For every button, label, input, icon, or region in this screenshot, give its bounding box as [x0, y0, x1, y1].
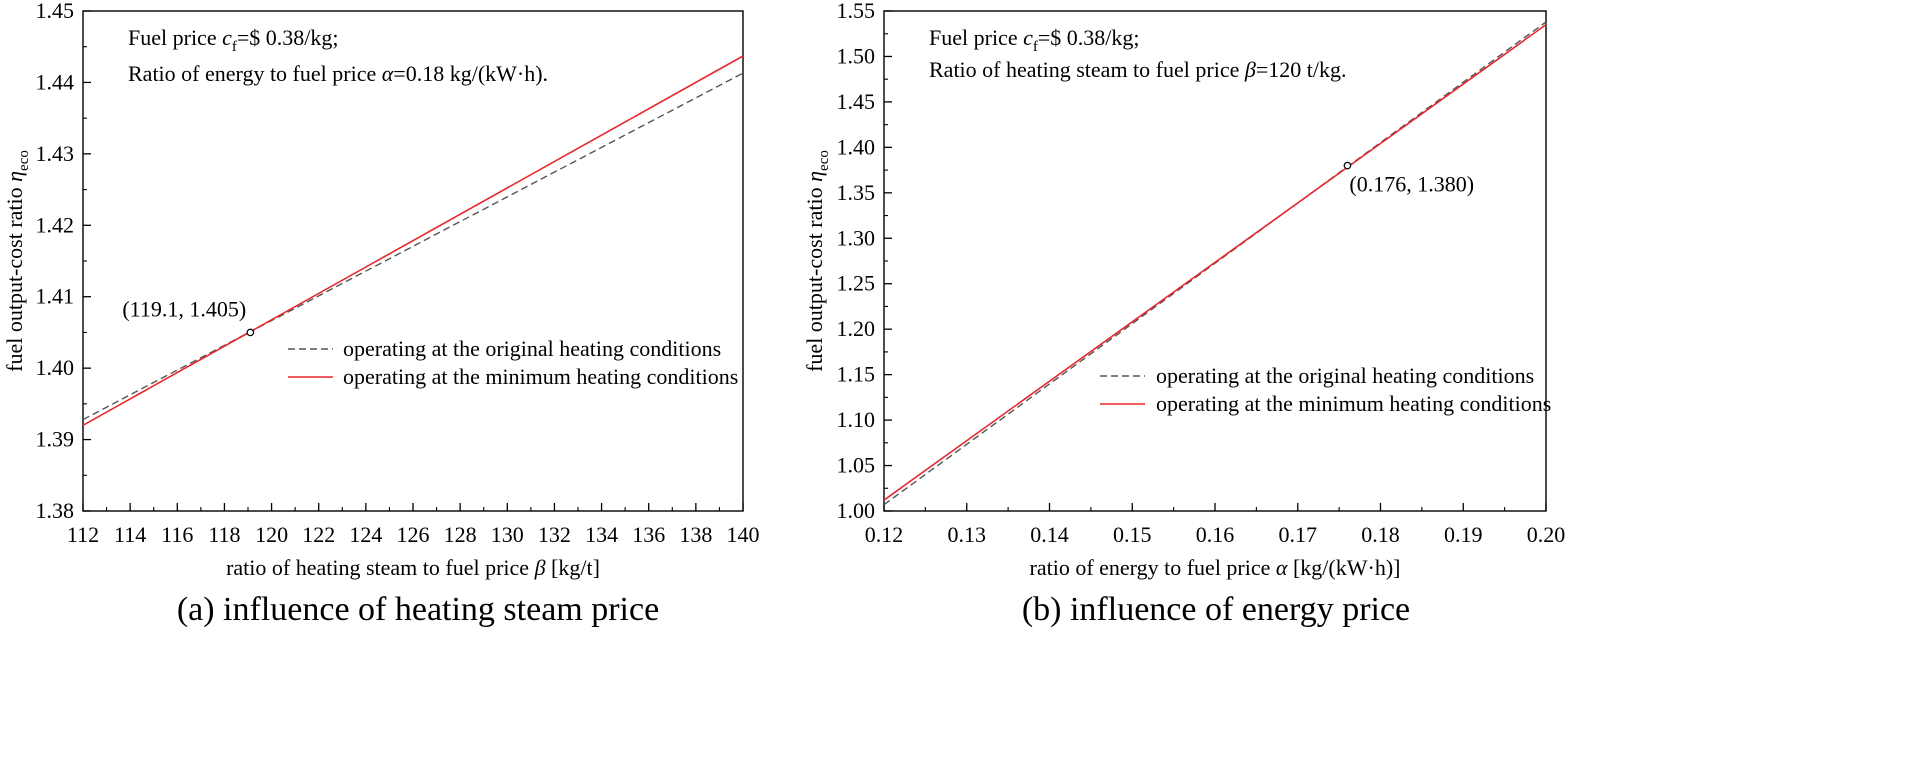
marked-point-label: (119.1, 1.405)	[122, 296, 246, 321]
legend-label: operating at the original heating condit…	[343, 336, 721, 361]
y-tick-label: 1.50	[837, 43, 876, 68]
y-tick-label: 1.10	[837, 407, 876, 432]
x-tick-label: 116	[161, 522, 193, 547]
x-tick-label: 0.13	[948, 522, 987, 547]
x-tick-label: 140	[727, 522, 760, 547]
y-tick-label: 1.43	[36, 141, 75, 166]
annotation-line: Fuel price cf=$ 0.38/kg;	[128, 25, 339, 55]
x-tick-label: 136	[632, 522, 665, 547]
y-axis-title: fuel output-cost ratio ηeco	[802, 150, 832, 372]
panel-b: 0.12 0.13 0.14 0.15 0.16 0.17 0.18 0.19 0.20 1.00…	[802, 0, 1565, 628]
y-tick-label: 1.20	[837, 316, 876, 341]
x-tick-label: 0.16	[1196, 522, 1235, 547]
x-axis-title: ratio of energy to fuel price α [kg/(kW·…	[1030, 555, 1401, 580]
x-tick-label: 126	[397, 522, 430, 547]
x-tick-label: 118	[208, 522, 240, 547]
y-tick-label: 1.40	[837, 134, 876, 159]
y-tick-label: 1.38	[36, 498, 75, 523]
marked-point	[246, 328, 255, 337]
x-tick-label: 0.19	[1444, 522, 1483, 547]
y-tick-label: 1.05	[837, 453, 876, 478]
legend-label: operating at the original heating condit…	[1156, 363, 1534, 388]
x-tick-label: 114	[114, 522, 146, 547]
x-tick-label: 134	[585, 522, 618, 547]
x-tick-label: 0.18	[1361, 522, 1400, 547]
y-tick-label: 1.55	[837, 0, 876, 23]
y-tick-label: 1.15	[837, 362, 876, 387]
x-tick-label: 0.15	[1113, 522, 1152, 547]
marked-point	[1343, 161, 1352, 170]
x-tick-label: 124	[349, 522, 382, 547]
panel-a: 112 114 116 118 120 122 124 126 128 130 132 134 136 1…	[2, 0, 760, 628]
x-tick-label: 0.12	[865, 522, 904, 547]
series-minimum-line	[82, 55, 744, 426]
y-tick-label: 1.00	[837, 498, 876, 523]
y-tick-label: 1.42	[36, 212, 75, 237]
x-tick-label: 0.20	[1527, 522, 1566, 547]
x-tick-label: 120	[255, 522, 288, 547]
y-tick-label: 1.45	[837, 89, 876, 114]
x-tick-label: 122	[302, 522, 335, 547]
y-tick-label: 1.39	[36, 427, 75, 452]
annotation-line: Ratio of heating steam to fuel price β=1…	[929, 57, 1346, 82]
y-tick-label: 1.30	[837, 225, 876, 250]
annotation-line: Ratio of energy to fuel price α=0.18 kg/…	[128, 61, 548, 86]
marked-point-label: (0.176, 1.380)	[1349, 172, 1474, 197]
x-tick-label: 138	[679, 522, 712, 547]
legend-label: operating at the minimum heating conditi…	[343, 364, 738, 389]
plot-frame	[82, 10, 744, 512]
y-axis-title: fuel output-cost ratio ηeco	[2, 150, 32, 372]
x-tick-label: 0.17	[1279, 522, 1318, 547]
annotation-line: Fuel price cf=$ 0.38/kg;	[929, 25, 1140, 55]
legend-label: operating at the minimum heating conditi…	[1156, 391, 1551, 416]
plot-frame	[883, 10, 1547, 512]
y-tick-label: 1.44	[36, 69, 75, 94]
x-axis-title: ratio of heating steam to fuel price β […	[226, 555, 600, 580]
y-tick-label: 1.25	[837, 271, 876, 296]
x-tick-label: 128	[444, 522, 477, 547]
series-original-line	[82, 72, 744, 421]
y-tick-label: 1.41	[36, 284, 75, 309]
y-tick-label: 1.40	[36, 355, 75, 380]
y-tick-label: 1.35	[837, 180, 876, 205]
x-tick-label: 112	[67, 522, 99, 547]
y-tick-label: 1.45	[36, 0, 75, 23]
x-tick-label: 130	[491, 522, 524, 547]
panel-caption: (b) influence of energy price	[1022, 591, 1410, 628]
panel-caption: (a) influence of heating steam price	[177, 591, 659, 628]
series-minimum-line	[883, 23, 1547, 501]
x-tick-label: 132	[538, 522, 571, 547]
x-tick-label: 0.14	[1030, 522, 1069, 547]
